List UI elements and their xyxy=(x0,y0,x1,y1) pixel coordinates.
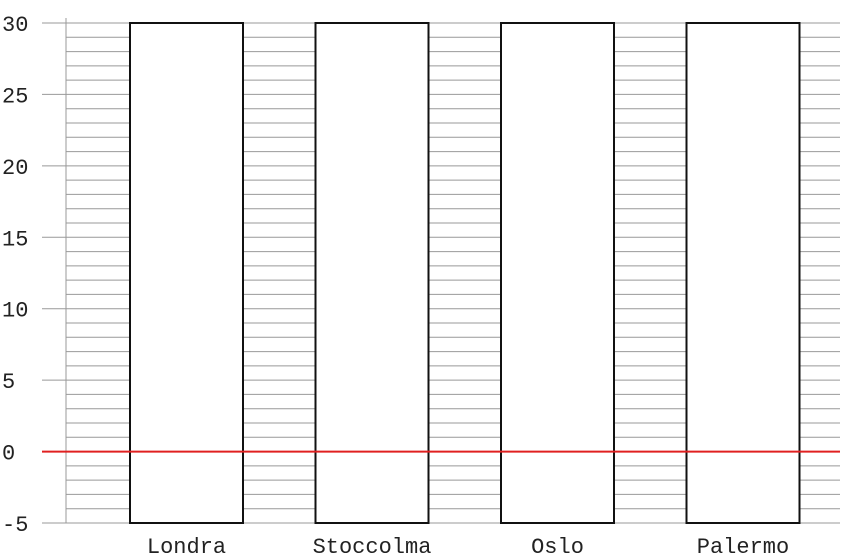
bar-londra xyxy=(129,22,244,524)
category-label-palermo: Palermo xyxy=(697,535,789,555)
y-tick-label: 20 xyxy=(2,156,28,181)
bar-palermo xyxy=(685,22,801,524)
y-tick-label: 0 xyxy=(2,442,15,467)
bar-stoccolma xyxy=(314,22,430,524)
bar-oslo xyxy=(500,22,615,524)
y-axis: -5 0 5 10 15 20 25 30 xyxy=(2,13,67,538)
y-tick-label: 5 xyxy=(2,370,15,395)
y-tick-label: 10 xyxy=(2,299,28,324)
y-tick-label: 25 xyxy=(2,84,28,109)
bars xyxy=(129,22,801,524)
category-label-londra: Londra xyxy=(147,535,226,555)
category-label-oslo: Oslo xyxy=(531,535,584,555)
category-labels: Londra Stoccolma Oslo Palermo xyxy=(147,535,789,555)
y-tick-label: 30 xyxy=(2,13,28,38)
category-label-stoccolma: Stoccolma xyxy=(313,535,432,555)
y-tick-label: 15 xyxy=(2,227,28,252)
y-tick-label: -5 xyxy=(2,513,28,538)
